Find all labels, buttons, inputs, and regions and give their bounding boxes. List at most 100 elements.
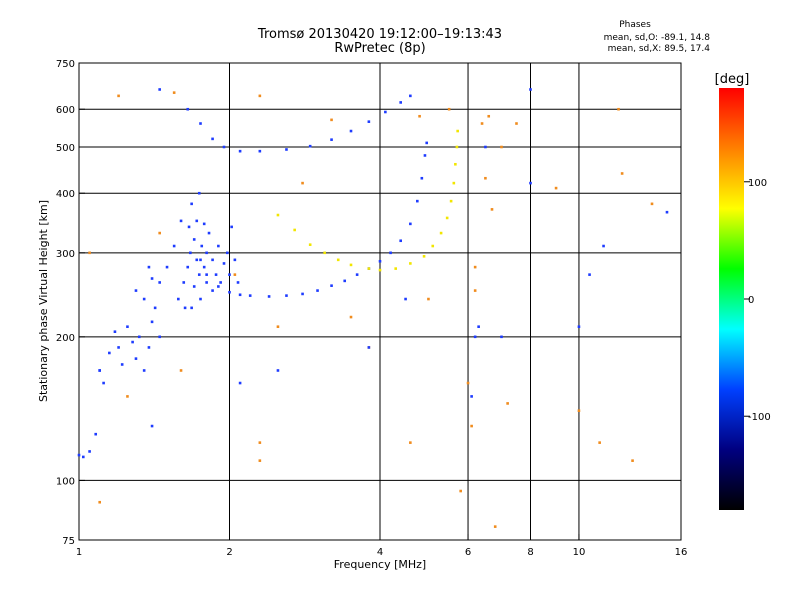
data-point bbox=[301, 292, 304, 296]
data-point bbox=[117, 94, 120, 98]
data-point bbox=[88, 450, 91, 453]
data-point bbox=[217, 244, 220, 248]
x-axis-label: Frequency [MHz] bbox=[334, 558, 426, 571]
data-point bbox=[367, 346, 371, 349]
data-point bbox=[399, 101, 402, 104]
data-point bbox=[147, 346, 151, 349]
colorbar-ticks: 100 0 -100 bbox=[744, 178, 771, 423]
x-tick-label: 1 bbox=[76, 547, 82, 558]
data-point bbox=[211, 137, 214, 141]
x-tick-label: 8 bbox=[527, 547, 533, 558]
data-point bbox=[355, 273, 359, 276]
x-tick-label: 2 bbox=[226, 547, 232, 558]
data-point bbox=[409, 262, 412, 265]
stat-x-mode: mean, sd,X: 89.5, 17.4 bbox=[607, 44, 710, 54]
data-point bbox=[439, 231, 443, 235]
data-point bbox=[470, 424, 473, 428]
data-point bbox=[598, 441, 601, 444]
data-point bbox=[172, 244, 176, 248]
data-point bbox=[108, 351, 111, 355]
data-point bbox=[490, 208, 494, 211]
data-point bbox=[186, 265, 190, 269]
data-point bbox=[233, 273, 237, 276]
data-point bbox=[238, 381, 242, 385]
data-point bbox=[473, 265, 477, 269]
colorbar-tick-label: 0 bbox=[748, 295, 754, 306]
data-point bbox=[94, 432, 98, 436]
data-point bbox=[102, 381, 105, 385]
data-point bbox=[267, 295, 271, 298]
chart-title: Tromsø 20130420 19:12:00–19:13:43 bbox=[257, 27, 503, 42]
data-point bbox=[427, 297, 430, 301]
data-point bbox=[323, 251, 326, 255]
data-point bbox=[205, 273, 208, 276]
data-point bbox=[276, 325, 280, 329]
y-tick-label: 100 bbox=[56, 476, 75, 487]
data-point bbox=[228, 290, 231, 294]
data-point bbox=[506, 402, 509, 405]
data-point bbox=[187, 225, 191, 229]
data-point bbox=[81, 455, 85, 459]
data-point bbox=[330, 138, 333, 141]
data-point bbox=[308, 243, 312, 246]
data-point bbox=[192, 238, 196, 241]
data-point bbox=[177, 297, 180, 301]
data-point bbox=[158, 88, 161, 91]
data-point bbox=[330, 284, 333, 287]
data-point bbox=[172, 91, 176, 94]
data-point bbox=[230, 225, 233, 229]
data-point bbox=[367, 267, 371, 270]
y-tick-label: 200 bbox=[56, 333, 75, 344]
data-point bbox=[470, 395, 473, 398]
data-point bbox=[134, 357, 138, 360]
data-point bbox=[452, 181, 456, 185]
data-point bbox=[226, 251, 229, 255]
data-point bbox=[258, 94, 262, 98]
data-point bbox=[199, 297, 202, 301]
data-point bbox=[484, 176, 487, 180]
data-point bbox=[222, 145, 226, 149]
data-point bbox=[418, 114, 421, 118]
data-point bbox=[473, 335, 477, 339]
data-point bbox=[384, 110, 387, 114]
data-point bbox=[205, 251, 208, 255]
data-point bbox=[236, 281, 240, 284]
data-point bbox=[577, 325, 581, 329]
data-point bbox=[205, 281, 208, 284]
data-point bbox=[554, 186, 558, 190]
data-point bbox=[445, 216, 449, 220]
data-point bbox=[195, 219, 199, 223]
data-point bbox=[617, 107, 620, 111]
data-point bbox=[248, 294, 252, 297]
data-point bbox=[192, 285, 196, 288]
data-point bbox=[190, 306, 193, 310]
data-point bbox=[228, 273, 231, 276]
data-point bbox=[131, 340, 134, 344]
data-point bbox=[217, 285, 220, 288]
data-point bbox=[233, 258, 237, 262]
data-point bbox=[455, 145, 459, 149]
data-point bbox=[117, 346, 120, 349]
data-point bbox=[631, 459, 634, 462]
y-tick-label: 300 bbox=[56, 249, 75, 260]
y-axis-ticks: 75 100 200 300 400 500 600 750 bbox=[56, 59, 85, 547]
x-axis-ticks: 1 2 4 6 8 10 16 bbox=[76, 534, 688, 558]
data-point bbox=[389, 251, 392, 255]
data-point bbox=[588, 273, 591, 276]
data-point bbox=[336, 258, 340, 262]
data-point bbox=[214, 273, 218, 276]
data-point bbox=[349, 263, 353, 267]
data-point bbox=[416, 199, 419, 203]
colorbar-label: [deg] bbox=[715, 72, 750, 87]
y-tick-label: 600 bbox=[56, 105, 75, 116]
data-point bbox=[258, 459, 262, 462]
data-point bbox=[179, 219, 183, 223]
data-point bbox=[211, 258, 214, 262]
data-point bbox=[529, 181, 532, 185]
x-tick-label: 16 bbox=[675, 547, 688, 558]
data-point bbox=[420, 176, 424, 180]
data-point bbox=[276, 369, 280, 372]
data-point bbox=[473, 289, 477, 292]
data-point bbox=[197, 191, 201, 195]
data-point bbox=[308, 144, 312, 148]
